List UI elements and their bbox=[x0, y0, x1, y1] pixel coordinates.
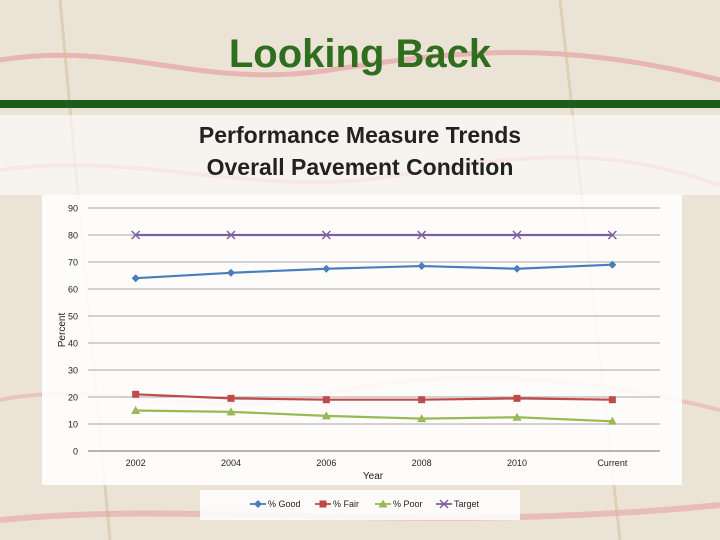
series-line-poor bbox=[135, 409, 613, 423]
data-point-poor bbox=[512, 412, 522, 421]
data-point-good bbox=[513, 264, 521, 273]
data-point-fair bbox=[132, 390, 140, 398]
data-point-poor bbox=[321, 411, 331, 420]
chart-gridlines bbox=[88, 207, 660, 452]
y-tick-label: 80 bbox=[68, 231, 78, 241]
data-point-poor bbox=[607, 416, 617, 425]
x-tick-labels: 2002 2004 2006 2008 2010 Current bbox=[126, 458, 628, 468]
legend-entry-good: % Good bbox=[250, 499, 301, 509]
data-point-good bbox=[227, 268, 235, 277]
series-line-fair bbox=[135, 393, 613, 401]
series-fair bbox=[132, 390, 616, 404]
data-point-good bbox=[322, 264, 331, 273]
x-axis-label: Year bbox=[363, 471, 384, 482]
legend-marker bbox=[254, 500, 262, 508]
y-tick-label: 90 bbox=[68, 204, 78, 214]
data-point-target bbox=[131, 230, 141, 240]
x-tick-label: 2006 bbox=[316, 458, 336, 468]
data-point-target bbox=[417, 230, 427, 240]
x-tick-label: 2004 bbox=[221, 458, 241, 468]
data-point-target bbox=[321, 230, 331, 240]
legend-marker bbox=[439, 499, 449, 509]
series-line-good bbox=[135, 263, 613, 280]
title-divider-bar bbox=[0, 100, 720, 108]
legend-entry-target: Target bbox=[436, 499, 480, 509]
series-poor bbox=[131, 406, 617, 425]
legend-label: % Good bbox=[268, 499, 301, 509]
x-tick-label: 2010 bbox=[507, 458, 527, 468]
data-point-fair bbox=[418, 396, 426, 404]
legend-marker bbox=[378, 499, 388, 508]
series-target bbox=[131, 230, 617, 240]
y-tick-label: 30 bbox=[68, 366, 78, 376]
y-tick-label: 10 bbox=[68, 420, 78, 430]
series-good bbox=[131, 260, 617, 283]
legend-label: % Fair bbox=[333, 499, 359, 509]
data-point-fair bbox=[608, 396, 616, 404]
data-point-target bbox=[607, 230, 617, 240]
legend-label: Target bbox=[454, 499, 480, 509]
y-tick-label: 50 bbox=[68, 312, 78, 322]
legend-label: % Poor bbox=[393, 499, 423, 509]
y-tick-label: 0 bbox=[73, 447, 78, 457]
data-point-poor bbox=[226, 407, 236, 416]
data-point-poor bbox=[131, 406, 141, 414]
data-point-target bbox=[226, 230, 236, 240]
y-tick-label: 20 bbox=[68, 393, 78, 403]
y-tick-label: 60 bbox=[68, 285, 78, 295]
y-axis-label: Percent bbox=[57, 313, 68, 348]
chart-subtitle-line2: Overall Pavement Condition bbox=[206, 154, 514, 180]
x-tick-label: Current bbox=[597, 458, 628, 468]
y-tick-label: 40 bbox=[68, 339, 78, 349]
data-point-fair bbox=[227, 394, 235, 402]
data-point-poor bbox=[417, 414, 427, 423]
y-tick-labels: 0 10 20 30 40 50 60 70 80 90 bbox=[68, 204, 78, 457]
data-point-fair bbox=[322, 396, 330, 404]
data-point-target bbox=[512, 230, 522, 240]
x-tick-label: 2002 bbox=[126, 458, 146, 468]
chart-series bbox=[131, 230, 617, 425]
data-point-good bbox=[131, 274, 140, 283]
chart-subtitle-line1: Performance Measure Trends bbox=[198, 122, 522, 148]
data-point-good bbox=[608, 260, 617, 269]
x-tick-label: 2008 bbox=[412, 458, 432, 468]
legend-entry-fair: % Fair bbox=[315, 499, 359, 509]
data-point-fair bbox=[513, 394, 521, 402]
slide-title: Looking Back bbox=[228, 32, 492, 76]
data-point-good bbox=[417, 262, 426, 271]
legend-marker bbox=[319, 500, 327, 508]
legend-entry-poor: % Poor bbox=[375, 499, 423, 509]
y-tick-label: 70 bbox=[68, 258, 78, 268]
chart-legend: % Good % Fair % Poor Target bbox=[250, 499, 480, 509]
